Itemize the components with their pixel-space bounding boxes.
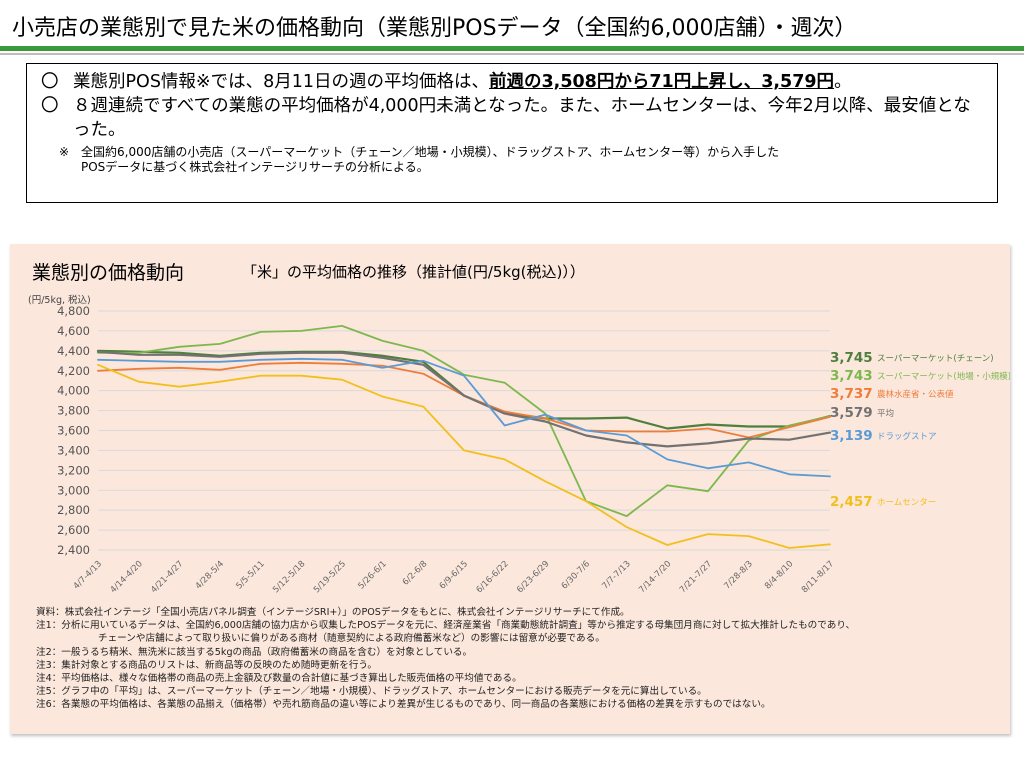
chart-subtitle: 「米」の平均価格の推移（推計値(円/5kg(税込)）） [242, 263, 585, 281]
note-line-1: 全国約6,000店舗の小売店（スーパーマーケット（チェーン／地場・小規模）、ドラ… [81, 145, 780, 159]
x-tick-label: 8/4-8/10 [763, 559, 795, 591]
series-name-label: スーパーマーケット(地場・小規模) [877, 371, 1010, 382]
x-tick-label: 7/21-7/27 [678, 559, 714, 595]
chart-panel: 業態別の価格動向 「米」の平均価格の推移（推計値(円/5kg(税込)）） (円/… [10, 244, 1010, 734]
x-tick-label: 8/11-8/17 [800, 559, 836, 595]
page-title: 小売店の業態別で見た米の価格動向（業態別POSデータ（全国約6,000店舗）・週… [12, 16, 857, 41]
x-tick-label: 5/26-6/1 [356, 559, 388, 591]
x-tick-label: 4/21-4/27 [149, 559, 185, 595]
bullet-mark: 〇 [41, 72, 59, 92]
x-tick-label: 5/19-5/25 [312, 559, 348, 595]
y-tick-label: 2,600 [57, 523, 90, 537]
summary-note: ※ 全国約6,000店舗の小売店（スーパーマーケット（チェーン／地場・小規模）、ド… [41, 145, 987, 175]
y-tick-label: 4,800 [57, 304, 90, 318]
footnote-5: 注5：グラフ中の「平均」は、スーパーマーケット（チェーン／地場・小規模）、ドラッ… [36, 686, 707, 698]
chart-title: 業態別の価格動向 [32, 262, 185, 284]
footnote-1: 注1：分析に用いているデータは、全国約6,000店舗の協力店から収集したPOSデ… [36, 620, 856, 632]
series-line [96, 350, 832, 448]
series-name-label: 農林水産省・公表値 [877, 389, 954, 400]
footnote-3: 注3：集計対象とする商品のリストは、新商品等の反映のため随時更新を行う。 [36, 659, 378, 671]
note-line-2: POSデータに基づく株式会社インテージリサーチの分析による。 [81, 160, 429, 174]
series-end-value: 3,579 [830, 405, 873, 421]
x-tick-label: 6/30-7/6 [560, 559, 592, 591]
y-axis-unit-label: (円/5kg, 税込) [28, 295, 91, 306]
series-line [97, 363, 831, 549]
summary-bullet-1: 〇 業態別POS情報※では、8月11日の週の平均価格は、前週の3,508円から7… [41, 70, 987, 94]
series-end-value: 3,745 [830, 350, 873, 366]
x-tick-label: 6/23-6/29 [515, 559, 551, 595]
bullet-mark: 〇 [41, 96, 59, 116]
footnote-2: 注2：一般うるち精米、無洗米に該当する5kgの商品（政府備蓄米の商品を含む）を対… [36, 646, 473, 658]
y-tick-label: 4,600 [57, 324, 90, 338]
footnote-source: 資料：株式会社インテージ「全国小売店パネル調査（インテージSRI+）」のPOSデ… [36, 607, 630, 618]
series-line [97, 357, 831, 478]
y-tick-label: 3,000 [57, 483, 90, 497]
x-tick-label: 5/12-5/18 [271, 559, 307, 595]
series-line [97, 325, 831, 518]
x-tick-label: 7/14-7/20 [637, 559, 673, 595]
series-end-value: 3,743 [830, 368, 873, 384]
y-tick-label: 3,600 [57, 424, 90, 438]
y-tick-label: 4,200 [57, 364, 90, 378]
series-name-label: スーパーマーケット(チェーン) [877, 354, 994, 364]
bullet-1-text-a: 業態別POS情報※では、8月11日の週の平均価格は、 [73, 72, 489, 92]
y-tick-label: 4,400 [57, 344, 90, 358]
footnote-1-continued: チェーンや店舗によって取り扱いに偏りがある商材（随意契約による政府備蓄米など）の… [98, 633, 605, 645]
footnote-6: 注6：各業態の平均価格は、各業態の品揃え（価格帯）や売れ筋商品の違い等により差異… [36, 699, 771, 711]
footnote-4: 注4：平均価格は、様々な価格帯の商品の売上金額及び数量の合計値に基づき算出した販… [36, 673, 522, 685]
x-tick-label: 5/5-5/11 [234, 559, 266, 591]
bullet-1-highlight: 前週の3,508円から71円上昇し、3,579円 [489, 72, 835, 92]
series-name-label: 平均 [877, 408, 894, 419]
y-tick-label: 3,800 [57, 404, 90, 418]
line-chart: 2,400 2,600 2,800 3,000 3,200 3,400 3,600 3,800… [57, 304, 1010, 595]
y-tick-label: 3,200 [57, 463, 90, 477]
x-tick-label: 4/7-4/13 [72, 559, 104, 591]
x-tick-label: 4/14-4/20 [109, 559, 145, 595]
x-tick-label: 6/9-6/15 [438, 559, 470, 591]
summary-box: 〇 業態別POS情報※では、8月11日の週の平均価格は、前週の3,508円から7… [26, 63, 998, 203]
x-tick-label: 6/16-6/22 [475, 559, 511, 595]
series-name-label: ホームセンター [877, 498, 936, 508]
x-tick-label: 7/28-8/3 [722, 559, 754, 591]
y-tick-label: 2,400 [57, 543, 90, 557]
y-tick-label: 4,000 [57, 384, 90, 398]
bullet-2-text: ８週連続ですべての業態の平均価格が4,000円未満となった。また、ホームセンター… [73, 96, 971, 140]
y-tick-label: 2,800 [57, 503, 90, 517]
series-line [97, 361, 831, 439]
x-tick-label: 6/2-6/8 [401, 559, 430, 588]
series-end-value: 2,457 [830, 494, 873, 510]
x-tick-label: 4/28-5/4 [194, 559, 226, 591]
series-end-value: 3,139 [830, 428, 873, 444]
y-tick-label: 3,400 [57, 443, 90, 457]
footnotes: 資料：株式会社インテージ「全国小売店パネル調査（インテージSRI+）」のPOSデ… [36, 606, 996, 712]
x-tick-label: 7/7-7/13 [600, 559, 632, 591]
header-rule-grey [0, 53, 1024, 55]
header-rule-green [0, 46, 1024, 51]
series-end-value: 3,737 [830, 386, 873, 402]
series-name-label: ドラッグストア [877, 431, 937, 442]
note-mark: ※ [59, 145, 70, 159]
summary-bullet-2: 〇 ８週連続ですべての業態の平均価格が4,000円未満となった。また、ホームセン… [41, 94, 987, 142]
bullet-1-text-c: 。 [834, 72, 852, 92]
